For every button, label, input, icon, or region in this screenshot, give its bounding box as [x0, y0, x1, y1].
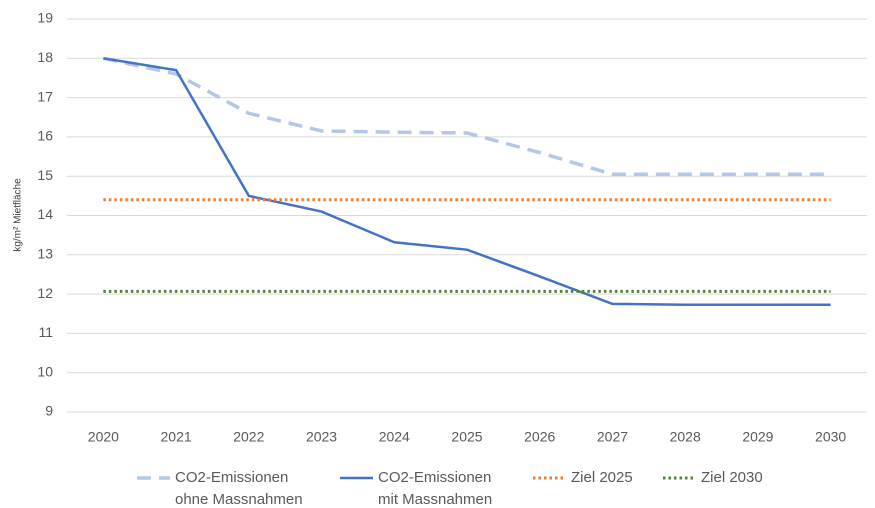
x-tick-label: 2027: [597, 429, 628, 445]
x-tick-label: 2020: [88, 429, 119, 445]
y-tick-label: 9: [45, 403, 53, 419]
y-tick-label: 19: [37, 10, 53, 26]
y-tick-label: 11: [38, 324, 53, 340]
x-tick-label: 2028: [670, 429, 701, 445]
x-tick-label: 2021: [161, 429, 192, 445]
series-line: [102, 56, 831, 176]
y-axis-label: kg/m² Mietfläche: [13, 178, 24, 252]
series-line: [103, 57, 831, 306]
y-tick-label: 15: [37, 167, 53, 183]
legend-label: CO2-Emissionen ohne Massnahmen: [175, 469, 303, 508]
y-tick-label: 16: [37, 128, 53, 144]
legend-label: Ziel 2025: [571, 469, 633, 486]
y-tick-label: 13: [37, 246, 53, 262]
y-tick-label: 10: [37, 363, 53, 379]
legend-label: CO2-Emissionen mit Massnahmen: [378, 469, 493, 508]
x-tick-label: 2026: [524, 429, 555, 445]
x-tick-label: 2025: [451, 429, 482, 445]
x-tick-label: 2022: [233, 429, 264, 445]
x-tick-label: 2029: [742, 429, 773, 445]
x-tick-label: 2023: [306, 429, 337, 445]
y-tick-label: 14: [37, 206, 53, 222]
x-tick-label: 2024: [379, 429, 410, 445]
y-tick-label: 17: [37, 88, 53, 104]
y-tick-label: 18: [37, 49, 53, 65]
x-tick-label: 2030: [815, 429, 846, 445]
y-tick-label: 12: [37, 285, 53, 301]
legend-label: Ziel 2030: [701, 469, 763, 486]
